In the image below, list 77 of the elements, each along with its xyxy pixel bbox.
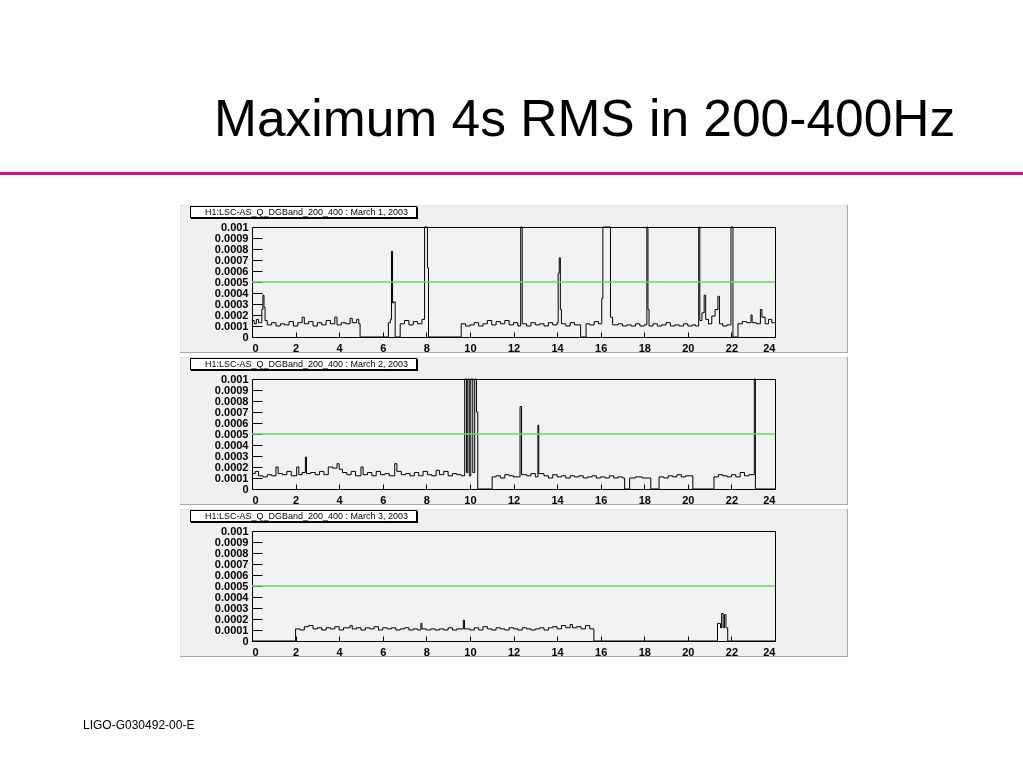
text: LIGO-G030492-00-E (83, 718, 195, 732)
y-tick-label: 0 (242, 330, 249, 343)
y-tick-label: 0.0006 (214, 568, 249, 581)
x-tick-label: 2 (293, 493, 300, 506)
x-tick-label: 22 (725, 341, 739, 354)
x-tick-label: 8 (423, 341, 430, 354)
x-tick-label: 4 (336, 645, 344, 658)
x-tick-label: 22 (725, 493, 739, 506)
y-tick-label: 0.0004 (214, 590, 250, 603)
chart-subtitle: H1:LSC-AS_Q_DGBand_200_400 : March 3, 2003 (190, 510, 418, 522)
y-tick-label: 0.001 (220, 220, 249, 233)
y-tick-label: 0.0003 (214, 601, 249, 614)
chart-title: Maximum 4s RMS in 200-400Hz (214, 88, 956, 148)
x-tick-label: 16 (595, 341, 608, 354)
y-tick-label: 0.0003 (214, 297, 249, 310)
y-tick-label: 0 (242, 482, 249, 495)
x-tick-label: 20 (682, 493, 695, 506)
y-tick-label: 0 (242, 634, 249, 647)
y-tick-label: 0.0005 (214, 427, 249, 440)
x-tick-label: 0 (252, 493, 259, 506)
y-tick-label: 0.0005 (214, 579, 249, 592)
chart-subtitle: H1:LSC-AS_Q_DGBand_200_400 : March 2, 2003 (190, 358, 418, 370)
y-tick-label: 0.001 (220, 524, 249, 537)
y-tick-label: 0.0007 (214, 557, 249, 570)
x-tick-label: 10 (464, 645, 477, 658)
y-tick-label: 0.0004 (214, 438, 250, 451)
x-tick-label: 6 (380, 341, 387, 354)
x-tick-label: 4 (336, 341, 344, 354)
x-tick-label: 16 (595, 645, 608, 658)
y-tick-label: 0.0001 (214, 623, 249, 636)
chart-subtitle: H1:LSC-AS_Q_DGBand_200_400 : March 1, 2003 (190, 206, 418, 218)
x-tick-label: 8 (423, 645, 430, 658)
x-tick-label: 12 (507, 341, 521, 354)
y-tick-label: 0.0002 (214, 612, 249, 625)
x-tick-label: 4 (336, 493, 344, 506)
x-tick-label: 20 (682, 645, 695, 658)
y-tick-label: 0.0006 (214, 264, 249, 277)
x-tick-label: 2 (293, 645, 300, 658)
y-tick-label: 0.0001 (214, 471, 249, 484)
x-tick-label: 24 (763, 341, 777, 354)
x-tick-label: 2 (293, 341, 300, 354)
x-tick-label: 22 (725, 645, 739, 658)
y-tick-label: 0.0009 (214, 231, 249, 244)
x-tick-label: 24 (763, 645, 777, 658)
y-tick-label: 0.0008 (214, 546, 249, 559)
y-tick-label: 0.0002 (214, 308, 249, 321)
x-tick-label: 12 (507, 493, 521, 506)
x-tick-label: 16 (595, 493, 608, 506)
y-tick-label: 0.0009 (214, 535, 249, 548)
x-tick-label: 14 (551, 341, 565, 354)
x-tick-label: 24 (763, 493, 777, 506)
y-tick-label: 0.0005 (214, 275, 249, 288)
y-tick-label: 0.0007 (214, 405, 249, 418)
x-tick-label: 18 (638, 493, 651, 506)
y-tick-label: 0.0003 (214, 449, 249, 462)
x-tick-label: 0 (252, 645, 259, 658)
y-tick-label: 0.0008 (214, 242, 249, 255)
x-tick-label: 6 (380, 645, 387, 658)
y-tick-label: 0.0001 (214, 319, 249, 332)
y-tick-label: 0.001 (220, 372, 249, 385)
x-tick-label: 14 (551, 645, 565, 658)
x-tick-label: 20 (682, 341, 695, 354)
x-tick-label: 6 (380, 493, 387, 506)
y-tick-label: 0.0006 (214, 416, 249, 429)
y-tick-label: 0.0009 (214, 383, 249, 396)
x-tick-label: 10 (464, 341, 477, 354)
x-tick-label: 18 (638, 341, 651, 354)
y-tick-label: 0.0007 (214, 253, 249, 266)
y-tick-label: 0.0002 (214, 460, 249, 473)
y-tick-label: 0.0004 (214, 286, 250, 299)
x-tick-label: 18 (638, 645, 651, 658)
x-tick-label: 14 (551, 493, 565, 506)
x-tick-label: 0 (252, 341, 259, 354)
x-tick-label: 8 (423, 493, 430, 506)
y-tick-label: 0.0008 (214, 394, 249, 407)
x-tick-label: 10 (464, 493, 477, 506)
x-tick-label: 12 (507, 645, 521, 658)
